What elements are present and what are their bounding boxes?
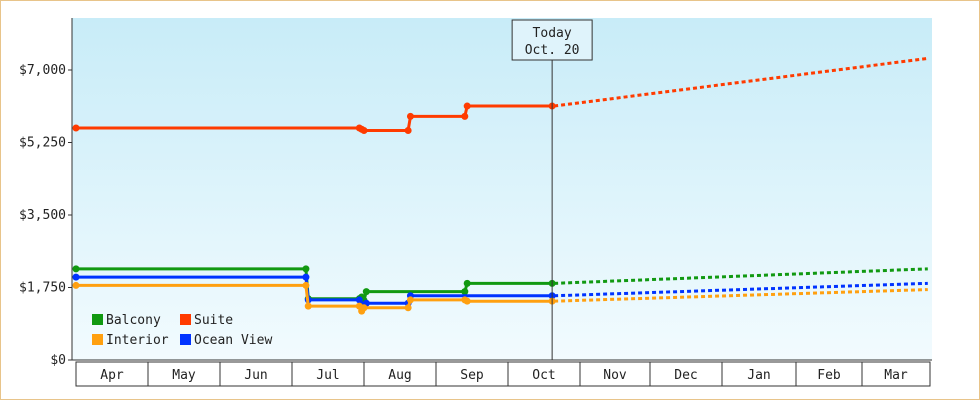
today-date: Oct. 20: [525, 43, 580, 58]
month-label: May: [172, 368, 196, 383]
data-point: [463, 102, 471, 110]
data-point: [461, 112, 469, 120]
projected-line: [554, 288, 928, 303]
data-point: [302, 273, 310, 281]
legend-label: Balcony: [106, 313, 161, 328]
month-label: Aug: [388, 368, 411, 383]
y-tick-label: $3,500: [19, 208, 66, 223]
month-label: Feb: [817, 368, 841, 383]
today-box: [511, 19, 593, 61]
data-point: [406, 296, 414, 304]
y-tick-label: $5,250: [19, 136, 66, 151]
month-label: Mar: [884, 368, 908, 383]
data-point: [463, 297, 471, 305]
data-point: [302, 265, 310, 273]
data-point: [404, 126, 412, 134]
data-point: [72, 281, 80, 289]
data-point: [362, 288, 370, 296]
data-point: [404, 304, 412, 312]
plot-background: [72, 18, 932, 360]
month-label: Dec: [674, 368, 697, 383]
y-tick-label: $0: [50, 353, 66, 368]
data-point: [72, 124, 80, 132]
today-label: Today: [533, 26, 572, 41]
legend-swatch: [180, 314, 191, 325]
projected-line: [554, 267, 928, 285]
y-tick-label: $7,000: [19, 63, 66, 78]
legend-label: Ocean View: [194, 333, 272, 348]
month-label: Jul: [316, 368, 339, 383]
legend-label: Interior: [106, 333, 169, 348]
legend: Balcony Suite Interior Ocean View: [92, 313, 272, 348]
today-marker: Today Oct. 20: [511, 19, 593, 360]
data-point: [72, 273, 80, 281]
data-point: [463, 279, 471, 287]
month-label: Nov: [603, 368, 627, 383]
projected-line: [554, 281, 928, 298]
data-point: [302, 281, 310, 289]
legend-swatch: [92, 334, 103, 345]
data-point: [360, 304, 368, 312]
month-label: Jun: [244, 368, 267, 383]
month-label: Apr: [100, 368, 124, 383]
legend-swatch: [92, 314, 103, 325]
data-point: [304, 302, 312, 310]
y-tick-label: $1,750: [19, 281, 66, 296]
data-point: [461, 288, 469, 296]
data-point: [72, 265, 80, 273]
month-strip: [75, 361, 931, 387]
axes: $0 $1,750 $3,500 $5,250 $7,000 Apr May Jun Jul Au…: [19, 18, 932, 387]
series-layer: [72, 56, 928, 315]
month-label: Oct: [532, 368, 555, 383]
month-label: Sep: [460, 368, 484, 383]
legend-label: Suite: [194, 313, 233, 328]
data-point: [406, 112, 414, 120]
legend-swatch: [180, 334, 191, 345]
data-point: [360, 126, 368, 134]
month-label: Jan: [747, 368, 770, 383]
